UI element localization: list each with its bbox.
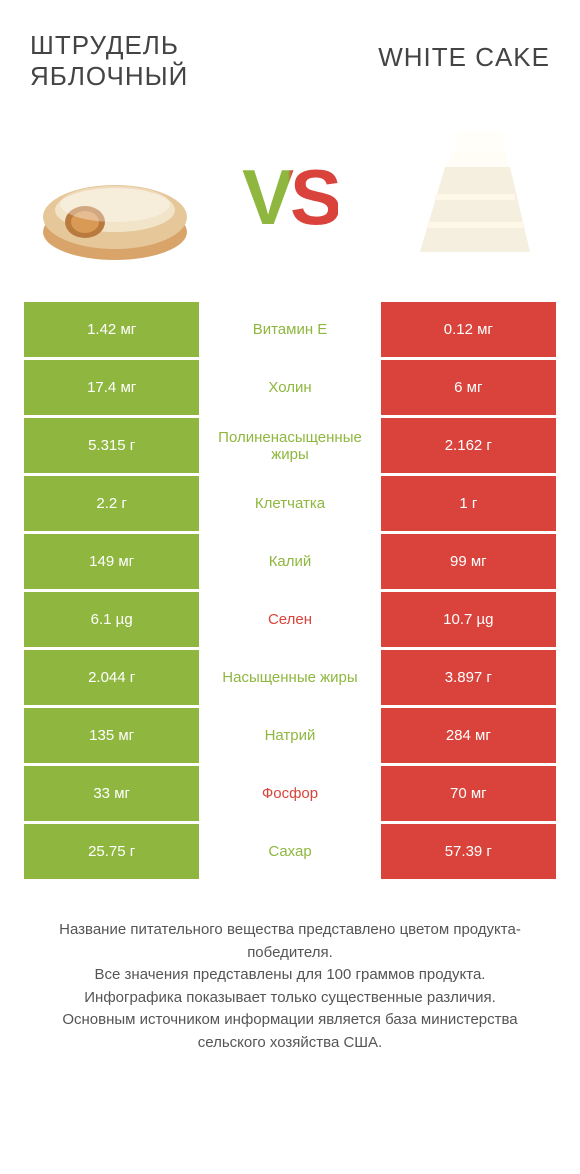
- value-right: 284 мг: [381, 708, 556, 763]
- nutrient-row: 5.315 гПолиненасыщенные жиры2.162 г: [24, 418, 556, 473]
- nutrient-name: Насыщенные жиры: [202, 650, 377, 705]
- nutrient-name: Натрий: [202, 708, 377, 763]
- value-right: 1 г: [381, 476, 556, 531]
- nutrient-name: Полиненасыщенные жиры: [202, 418, 377, 473]
- value-left: 135 мг: [24, 708, 199, 763]
- footer-text: Название питательного вещества представл…: [20, 919, 560, 1054]
- footer-line: Основным источником информации является …: [30, 1009, 550, 1054]
- nutrient-row: 1.42 мгВитамин E0.12 мг: [24, 302, 556, 357]
- footer-line: Инфографика показывает только существенн…: [30, 987, 550, 1010]
- value-left: 1.42 мг: [24, 302, 199, 357]
- value-right: 2.162 г: [381, 418, 556, 473]
- value-left: 2.044 г: [24, 650, 199, 705]
- titles-row: ШТРУДЕЛЬ ЯБЛОЧНЫЙ WHITE CAKE: [20, 30, 560, 102]
- nutrient-name: Калий: [202, 534, 377, 589]
- nutrient-row: 6.1 µgСелен10.7 µg: [24, 592, 556, 647]
- nutrient-row: 2.2 гКлетчатка1 г: [24, 476, 556, 531]
- nutrient-row: 33 мгФосфор70 мг: [24, 766, 556, 821]
- strudel-image: [30, 122, 200, 272]
- value-right: 70 мг: [381, 766, 556, 821]
- value-left: 6.1 µg: [24, 592, 199, 647]
- nutrient-row: 25.75 гСахар57.39 г: [24, 824, 556, 879]
- nutrient-name: Холин: [202, 360, 377, 415]
- nutrient-row: 135 мгНатрий284 мг: [24, 708, 556, 763]
- nutrient-name: Фосфор: [202, 766, 377, 821]
- value-right: 3.897 г: [381, 650, 556, 705]
- footer-line: Название питательного вещества представл…: [30, 919, 550, 964]
- nutrient-name: Селен: [202, 592, 377, 647]
- footer-line: Все значения представлены для 100 граммо…: [30, 964, 550, 987]
- value-right: 0.12 мг: [381, 302, 556, 357]
- vs-text: VS: [242, 152, 338, 243]
- value-left: 17.4 мг: [24, 360, 199, 415]
- value-left: 33 мг: [24, 766, 199, 821]
- infographic: ШТРУДЕЛЬ ЯБЛОЧНЫЙ WHITE CAKE VS: [0, 0, 580, 1174]
- value-right: 6 мг: [381, 360, 556, 415]
- value-left: 5.315 г: [24, 418, 199, 473]
- white-cake-image: [380, 122, 550, 272]
- value-right: 57.39 г: [381, 824, 556, 879]
- nutrient-row: 2.044 гНасыщенные жиры3.897 г: [24, 650, 556, 705]
- images-row: VS: [20, 102, 560, 302]
- nutrient-name: Клетчатка: [202, 476, 377, 531]
- value-right: 99 мг: [381, 534, 556, 589]
- nutrient-table: 1.42 мгВитамин E0.12 мг17.4 мгХолин6 мг5…: [20, 302, 560, 879]
- title-left: ШТРУДЕЛЬ ЯБЛОЧНЫЙ: [30, 30, 280, 92]
- value-left: 25.75 г: [24, 824, 199, 879]
- nutrient-name: Сахар: [202, 824, 377, 879]
- nutrient-row: 149 мгКалий99 мг: [24, 534, 556, 589]
- value-left: 2.2 г: [24, 476, 199, 531]
- value-left: 149 мг: [24, 534, 199, 589]
- nutrient-name: Витамин E: [202, 302, 377, 357]
- value-right: 10.7 µg: [381, 592, 556, 647]
- title-right: WHITE CAKE: [300, 30, 550, 73]
- nutrient-row: 17.4 мгХолин6 мг: [24, 360, 556, 415]
